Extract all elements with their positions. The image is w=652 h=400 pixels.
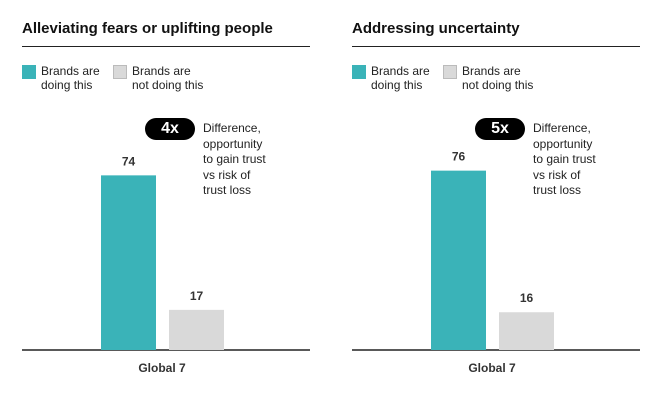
bar xyxy=(431,170,486,350)
chart-panel: Addressing uncertainty Brands are doing t… xyxy=(352,0,652,400)
legend-swatch xyxy=(113,65,127,79)
bar xyxy=(101,175,156,350)
title-rule xyxy=(22,46,310,47)
annotation-text: Difference, opportunity to gain trust vs… xyxy=(533,121,596,197)
plot: 74 17 Global 7 xyxy=(22,154,310,375)
chart-title: Alleviating fears or uplifting people xyxy=(22,20,273,37)
legend-label: Brands are doing this xyxy=(41,64,100,92)
value-label: 17 xyxy=(190,289,204,303)
bar xyxy=(499,312,554,350)
title-rule xyxy=(352,46,640,47)
legend-swatch xyxy=(22,65,36,79)
x-tick-label: Global 7 xyxy=(138,361,186,375)
bar xyxy=(169,309,224,350)
legend-label: Brands are not doing this xyxy=(462,64,534,92)
legend-swatch xyxy=(443,65,457,79)
annotation-text: Difference, opportunity to gain trust vs… xyxy=(203,121,266,197)
chart-title: Addressing uncertainty xyxy=(352,20,520,37)
value-label: 76 xyxy=(452,150,466,164)
legend-swatch xyxy=(352,65,366,79)
chart-panel: Alleviating fears or uplifting people Bra… xyxy=(22,0,322,400)
legend-label: Brands are not doing this xyxy=(132,64,204,92)
value-label: 74 xyxy=(122,154,136,168)
difference-badge: 4x xyxy=(145,118,195,140)
difference-badge: 5x xyxy=(475,118,525,140)
x-tick-label: Global 7 xyxy=(468,361,516,375)
legend-label: Brands are doing this xyxy=(371,64,430,92)
value-label: 16 xyxy=(520,291,534,305)
plot: 76 16 Global 7 xyxy=(352,150,640,375)
